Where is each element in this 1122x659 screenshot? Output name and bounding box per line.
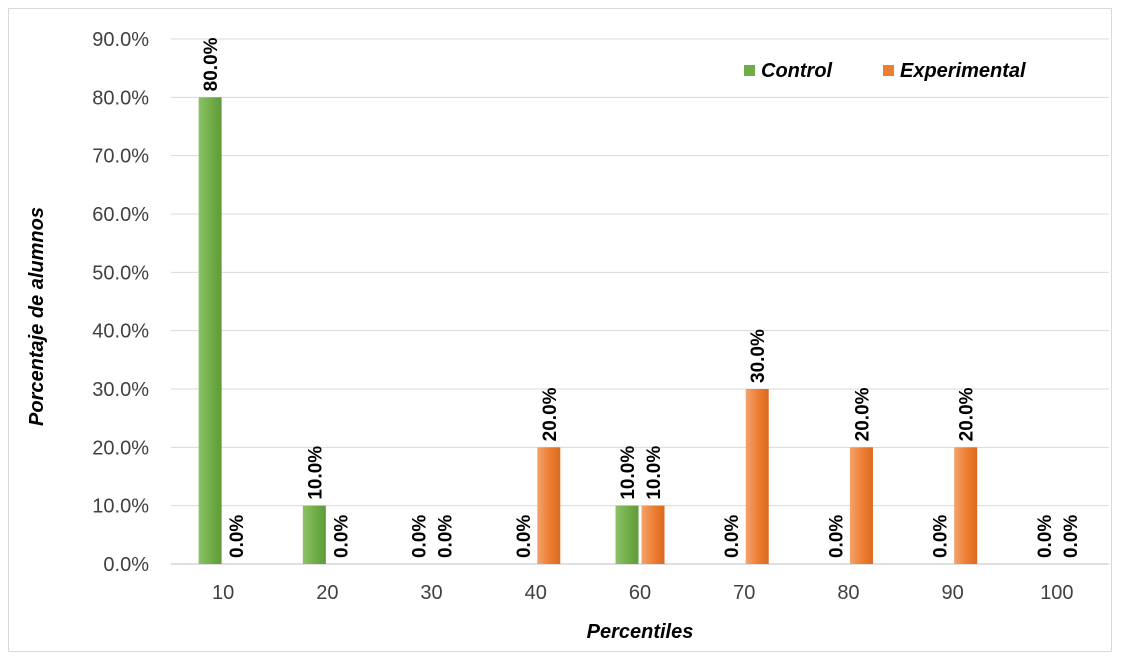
data-label-experimental-30: 0.0% <box>436 515 457 558</box>
data-label-experimental-40: 20.0% <box>540 387 561 441</box>
bar-control-60 <box>615 505 639 564</box>
bar-experimental-70 <box>745 389 769 564</box>
data-label-control-70: 0.0% <box>722 515 743 558</box>
x-tick-label: 10 <box>212 582 234 604</box>
chart-frame: 0.0% 10.0% 20.0% 30.0% 40.0% 50.0% 60.0% 70.0% 8… <box>8 8 1112 652</box>
data-label-control-100: 0.0% <box>1035 515 1056 558</box>
bar-control-10 <box>198 97 222 564</box>
y-axis-ticks: 0.0% 10.0% 20.0% 30.0% 40.0% 50.0% 60.0% 70.0% 8… <box>92 29 149 576</box>
y-tick-label: 70.0% <box>92 146 149 168</box>
x-tick-label: 60 <box>629 582 651 604</box>
x-tick-label: 90 <box>942 582 964 604</box>
y-tick-label: 30.0% <box>92 379 149 401</box>
legend: Control Experimental <box>744 60 1026 82</box>
data-label-control-60: 10.0% <box>618 446 639 500</box>
bars <box>198 97 978 564</box>
data-label-control-10: 80.0% <box>201 37 222 91</box>
y-tick-label: 90.0% <box>92 29 149 51</box>
data-label-experimental-100: 0.0% <box>1061 515 1082 558</box>
x-tick-label: 30 <box>420 582 442 604</box>
bar-experimental-90 <box>954 447 978 564</box>
x-tick-label: 80 <box>837 582 859 604</box>
bar-experimental-80 <box>849 447 873 564</box>
y-tick-label: 60.0% <box>92 204 149 226</box>
bar-control-20 <box>302 505 326 564</box>
y-tick-label: 10.0% <box>92 496 149 518</box>
data-label-experimental-80: 20.0% <box>852 387 873 441</box>
data-label-experimental-70: 30.0% <box>748 329 769 383</box>
data-label-experimental-60: 10.0% <box>644 446 665 500</box>
bar-chart: 0.0%10.0%20.0%30.0%40.0%50.0%60.0%70.0%8… <box>26 29 1109 643</box>
y-tick-label: 40.0% <box>92 321 149 343</box>
data-label-control-30: 0.0% <box>410 515 431 558</box>
y-tick-label: 50.0% <box>92 262 149 284</box>
x-axis-ticks: 10 20 30 40 60 70 80 90 100 <box>212 582 1074 604</box>
data-label-experimental-10: 0.0% <box>227 515 248 558</box>
bar-experimental-60 <box>641 505 665 564</box>
x-tick-label: 40 <box>525 582 547 604</box>
data-label-control-20: 10.0% <box>305 446 326 500</box>
gridlines <box>171 38 1109 565</box>
data-label-control-90: 0.0% <box>931 515 952 558</box>
y-axis-title: Porcentaje de alumnos <box>26 207 48 426</box>
bar-experimental-40 <box>537 447 561 564</box>
x-tick-label: 70 <box>733 582 755 604</box>
x-tick-label: 20 <box>316 582 338 604</box>
legend-label-experimental: Experimental <box>900 60 1026 82</box>
data-label-control-40: 0.0% <box>514 515 535 558</box>
y-tick-label: 0.0% <box>103 554 149 576</box>
y-tick-label: 20.0% <box>92 437 149 459</box>
data-labels: 80.0%10.0%0.0% 0.0%10.0%0.0% 0.0% 0.0% 0.0%0… <box>201 37 1082 558</box>
y-tick-label: 80.0% <box>92 87 149 109</box>
x-axis-title: Percentiles <box>587 621 694 643</box>
x-tick-label: 100 <box>1040 582 1073 604</box>
legend-swatch-experimental <box>883 65 894 76</box>
data-label-experimental-20: 0.0% <box>331 515 352 558</box>
data-label-experimental-90: 20.0% <box>957 387 978 441</box>
legend-label-control: Control <box>761 60 833 82</box>
data-label-control-80: 0.0% <box>826 515 847 558</box>
legend-swatch-control <box>744 65 755 76</box>
